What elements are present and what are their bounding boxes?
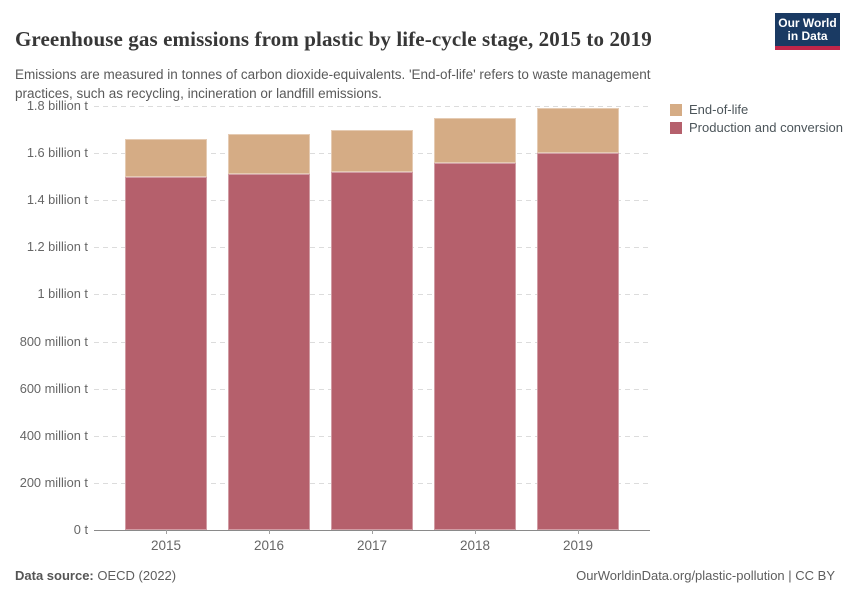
legend-label-production-and-conversion: Production and conversion xyxy=(689,120,843,135)
bar-segment-production-and-conversion-2015[interactable] xyxy=(125,176,207,530)
x-axis-tick xyxy=(269,530,270,534)
bar-segment-end-of-life-2015[interactable] xyxy=(125,138,207,177)
y-axis-label: 1 billion t xyxy=(37,286,88,301)
bar-segment-end-of-life-2017[interactable] xyxy=(331,129,413,172)
x-axis-tick xyxy=(475,530,476,534)
bar-segment-end-of-life-2018[interactable] xyxy=(434,117,516,163)
y-axis-label: 1.2 billion t xyxy=(26,239,88,254)
page-title: Greenhouse gas emissions from plastic by… xyxy=(15,27,652,52)
x-axis-tick xyxy=(578,530,579,534)
y-axis-label: 800 million t xyxy=(19,334,88,349)
y-axis-label: 1.8 billion t xyxy=(26,98,88,113)
bar-segment-production-and-conversion-2017[interactable] xyxy=(331,171,413,530)
legend-item-end-of-life[interactable]: End-of-life xyxy=(670,102,843,117)
chart-legend: End-of-life Production and conversion xyxy=(670,102,843,138)
bar-segment-end-of-life-2016[interactable] xyxy=(228,134,310,175)
footer-license-link[interactable]: OurWorldinData.org/plastic-pollution | C… xyxy=(576,568,835,583)
gridline xyxy=(94,106,650,107)
x-axis-label-2015: 2015 xyxy=(150,538,182,553)
x-axis-label-2019: 2019 xyxy=(562,538,594,553)
legend-item-production-and-conversion[interactable]: Production and conversion xyxy=(670,120,843,135)
subtitle-line-1: Emissions are measured in tonnes of carb… xyxy=(15,66,651,82)
x-axis-tick xyxy=(372,530,373,534)
y-axis-label: 1.4 billion t xyxy=(26,192,88,207)
data-source-value: OECD (2022) xyxy=(93,568,177,583)
bar-segment-end-of-life-2019[interactable] xyxy=(537,108,619,154)
legend-swatch-production-and-conversion xyxy=(670,121,682,134)
footer-data-source: Data source: OECD (2022) xyxy=(15,568,176,583)
legend-swatch-end-of-life xyxy=(670,103,682,116)
owid-logo-text: in Data xyxy=(787,29,828,43)
x-axis-label-2017: 2017 xyxy=(356,538,388,553)
y-axis-label: 0 t xyxy=(73,522,88,537)
x-axis-label-2016: 2016 xyxy=(253,538,285,553)
subtitle-line-2: practices, such as recycling, incinerati… xyxy=(15,85,382,101)
bar-segment-production-and-conversion-2018[interactable] xyxy=(434,162,516,530)
x-axis-tick xyxy=(166,530,167,534)
bar-segment-production-and-conversion-2019[interactable] xyxy=(537,153,619,530)
legend-label-end-of-life: End-of-life xyxy=(689,102,749,117)
owid-logo: Our World in Data xyxy=(775,13,840,50)
x-axis-label-2018: 2018 xyxy=(459,538,491,553)
bar-segment-production-and-conversion-2016[interactable] xyxy=(228,174,310,530)
y-axis-label: 400 million t xyxy=(19,428,88,443)
y-axis-label: 1.6 billion t xyxy=(26,145,88,160)
owid-logo-stripe xyxy=(775,46,840,50)
data-source-label: Data source: xyxy=(15,568,94,583)
y-axis-label: 200 million t xyxy=(19,475,88,490)
y-axis-label: 600 million t xyxy=(19,381,88,396)
owid-logo-text: Our World xyxy=(778,16,837,30)
chart-subtitle: Emissions are measured in tonnes of carb… xyxy=(15,65,735,103)
